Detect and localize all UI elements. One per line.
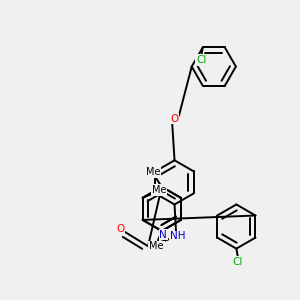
Text: O: O <box>170 114 179 124</box>
Text: O: O <box>116 224 124 234</box>
Text: Me: Me <box>152 185 166 195</box>
Text: Me: Me <box>149 241 164 251</box>
Text: Cl: Cl <box>196 55 206 65</box>
Text: NH: NH <box>170 231 186 242</box>
Text: Cl: Cl <box>233 257 243 267</box>
Text: N: N <box>159 230 167 239</box>
Text: Me: Me <box>146 167 160 177</box>
